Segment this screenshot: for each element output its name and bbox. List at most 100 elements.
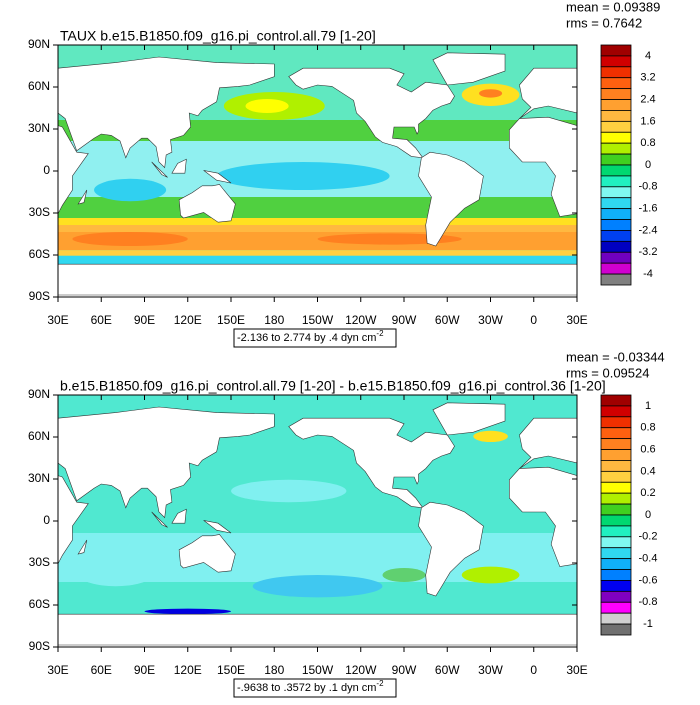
colorbar-box [600,536,632,549]
colorbar-box [600,230,632,242]
colorbar-box [600,175,632,188]
lon-label: 30W [478,663,503,677]
colorbar-box [600,438,632,450]
panel-title: b.e15.B1850.f09_g16.pi_control.all.79 [1… [60,378,606,394]
colorbar-box [600,601,632,614]
lat-label: 90N [28,37,50,51]
land [289,68,455,158]
lat-label: 30N [28,121,50,135]
colorbar-box [600,405,632,418]
lat-label: 30S [29,205,50,219]
lon-label: 120W [345,663,377,677]
colorbar-box [600,612,632,625]
land [152,162,168,177]
range-label: -.9638 to .3572 by .1 dyn cm-2 [237,679,384,694]
colorbar-box [600,525,632,538]
colorbar-label: 0.8 [640,137,655,149]
range-sup: -2 [376,329,384,338]
colorbar-box [600,558,632,570]
lon-label: 30E [47,663,68,677]
contour-patch [473,430,508,442]
rms-label: rms = 0.7642 [566,15,642,30]
colorbar-label: -0.6 [639,574,658,586]
lon-label: 90W [392,313,417,327]
land [519,418,577,468]
land [78,540,87,554]
lon-label: 0 [530,663,537,677]
colorbar-label: -2.4 [639,224,658,236]
land [58,126,88,214]
lon-label: 90W [392,663,417,677]
colorbar-box [600,55,632,68]
lon-label: 30E [47,313,68,327]
lat-label: 60S [29,247,50,261]
panel-title: TAUX b.e15.B1850.f09_g16.pi_control.all.… [60,28,376,44]
colorbar-label: 0.8 [640,422,655,434]
contour-patch [79,563,152,587]
lon-label: 120E [174,313,202,327]
colorbar-box [600,186,632,199]
range-text: -.9638 to .3572 by .1 dyn cm [237,682,376,694]
colorbar-label: 1.6 [640,115,655,127]
colorbar-box [600,590,632,603]
colorbar-box [600,208,632,220]
colorbar-box [600,99,632,111]
colorbar-label: -0.8 [639,181,658,193]
colorbar-box [600,514,632,527]
colorbar-box [600,427,632,440]
lon-label: 30E [566,313,587,327]
land [172,159,186,173]
land [519,68,577,118]
colorbar-box [600,394,632,407]
colorbar-box [600,481,632,494]
colorbar-box [600,164,632,177]
lon-label: 0 [530,313,537,327]
land [419,502,484,596]
land [58,57,274,168]
colorbar-box [600,219,632,231]
lon-label: 180 [264,313,284,327]
contour-patch [317,233,462,245]
land [509,467,577,566]
colorbar-box [600,153,632,166]
contour-band [58,218,577,225]
land [78,190,87,204]
lat-label: 60N [28,79,50,93]
lon-label: 150E [217,313,245,327]
colorbar-label: 0.2 [640,487,655,499]
range-text: -2.136 to 2.774 by .4 dyn cm [237,332,376,344]
contour-patch [144,608,232,615]
range-box [233,328,397,348]
contour-patch [216,162,390,190]
colorbar-label: -1 [643,618,653,630]
mean-label: mean = 0.09389 [566,0,660,14]
contour-patch [461,566,520,584]
land [179,184,235,222]
colorbar-box [600,197,632,210]
lat-label: 90S [29,639,50,653]
colorbar-box [600,262,632,275]
land [419,152,484,246]
colorbar-box [600,251,632,264]
colorbar-label: -4 [643,268,653,280]
colorbar-label: 3.2 [640,72,655,84]
colorbar-box [600,88,632,100]
colorbar-box [600,44,632,57]
colorbar-box [600,449,632,461]
lon-label: 60W [435,663,460,677]
colorbar-box [600,77,632,90]
contour-patch [479,89,503,98]
map-projection [58,45,577,295]
land [58,407,274,518]
contour-patch [94,178,167,202]
land [172,509,186,523]
land [204,520,231,533]
colorbar-box [600,416,632,429]
contour-band [58,250,577,256]
colorbar-box [600,142,632,155]
lat-label: 90S [29,289,50,303]
lat-label: 0 [43,163,50,177]
colorbar-box [600,120,632,133]
